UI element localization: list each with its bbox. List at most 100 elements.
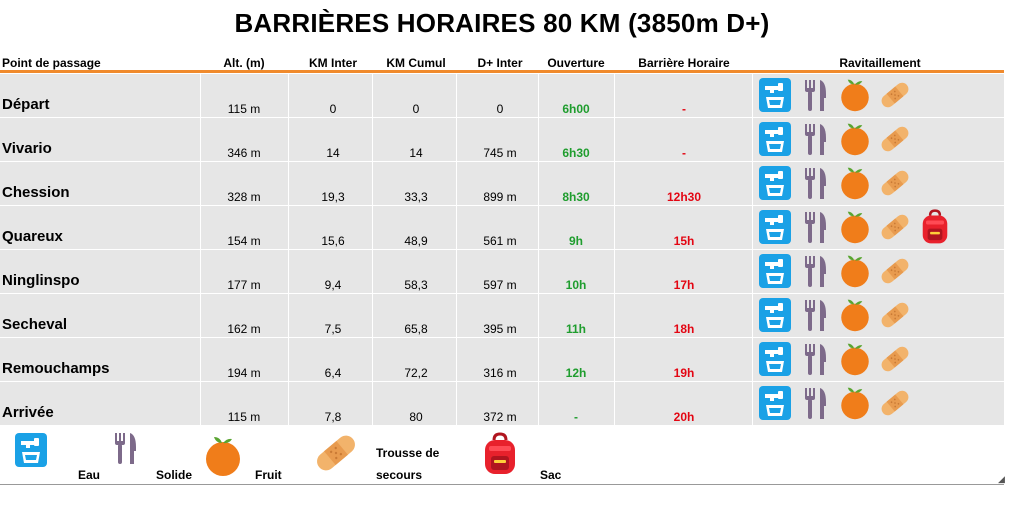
column-divider [0, 74, 201, 117]
ravitaillement-icons [758, 120, 912, 158]
column-divider [0, 74, 615, 117]
column-divider [0, 250, 457, 293]
column-divider [0, 118, 201, 161]
column-divider [0, 294, 201, 337]
cutlery-icon [798, 77, 832, 113]
table-row: Secheval 162 m 7,5 65,8 395 m 11h 18h [0, 294, 1004, 337]
water-tap-icon [14, 432, 48, 468]
bandage-icon [878, 209, 912, 245]
point-name: Départ [2, 96, 50, 113]
point-name: Secheval [2, 316, 68, 333]
header-km-cumul: KM Cumul [386, 56, 446, 70]
water-tap-icon [758, 209, 792, 245]
column-divider [0, 294, 289, 337]
corner-mark: ◢ [998, 474, 1005, 484]
cell-alt: 177 m [227, 278, 261, 292]
column-divider [0, 162, 615, 205]
orange-icon [838, 77, 872, 113]
column-divider [0, 294, 539, 337]
cell-km-inter: 9,4 [324, 278, 342, 292]
header-km-inter: KM Inter [309, 56, 357, 70]
legend: Eau Solide Fruit Trousse de secours Sac [0, 426, 1004, 484]
table-row: Quareux 154 m 15,6 48,9 561 m 9h 15h [0, 206, 1004, 249]
cell-alt: 194 m [227, 366, 261, 380]
column-divider [0, 250, 201, 293]
column-divider [0, 250, 373, 293]
column-divider [0, 338, 373, 381]
table-row: Ninglinspo 177 m 9,4 58,3 597 m 10h 17h [0, 250, 1004, 293]
header-ouverture: Ouverture [547, 56, 605, 70]
cell-d-inter: 899 m [483, 190, 517, 204]
bandage-icon [878, 341, 912, 377]
point-name: Ninglinspo [2, 272, 80, 289]
table-row: Départ 115 m 0 0 0 6h00 - [0, 74, 1004, 117]
column-divider [0, 338, 457, 381]
cell-d-inter: 597 m [483, 278, 517, 292]
cell-barriere: 20h [673, 410, 695, 424]
cell-ouverture: 9h [568, 234, 584, 248]
column-divider [0, 206, 289, 249]
orange-icon [838, 253, 872, 289]
column-divider [0, 382, 539, 425]
water-tap-icon [758, 121, 792, 157]
table-row: Chession 328 m 19,3 33,3 899 m 8h30 12h30 [0, 162, 1004, 205]
cell-alt: 115 m [227, 410, 261, 424]
ravitaillement-icons [758, 252, 912, 290]
cell-barriere: - [682, 102, 686, 116]
column-divider [0, 206, 201, 249]
cutlery-icon [798, 385, 832, 421]
cell-km-inter: 6,4 [324, 366, 342, 380]
legend-trousse-line1: Trousse de [376, 446, 440, 460]
cutlery-icon [798, 209, 832, 245]
page-title: BARRIÈRES HORAIRES 80 KM (3850m D+) [234, 8, 770, 38]
ravitaillement-icons [758, 384, 912, 422]
cell-km-cumul: 48,9 [404, 234, 428, 248]
column-divider [0, 250, 615, 293]
header-point: Point de passage [2, 56, 101, 70]
cell-d-inter: 561 m [483, 234, 517, 248]
bandage-icon [878, 385, 912, 421]
cell-barriere: 19h [673, 366, 695, 380]
column-divider [0, 382, 457, 425]
column-divider [0, 338, 615, 381]
table-row: Vivario 346 m 14 14 745 m 6h30 - [0, 118, 1004, 161]
header-ravitaillement: Ravitaillement [839, 56, 921, 70]
column-divider [0, 162, 201, 205]
cutlery-icon [798, 165, 832, 201]
column-divider [0, 162, 539, 205]
backpack-icon [482, 432, 518, 476]
cell-km-inter: 0 [329, 102, 337, 116]
table-row: Remouchamps 194 m 6,4 72,2 316 m 12h 19h [0, 338, 1004, 381]
column-divider [0, 162, 753, 205]
cell-ouverture: 6h30 [562, 146, 590, 160]
cell-d-inter: 395 m [483, 322, 517, 336]
backpack-icon [918, 209, 952, 245]
column-divider [0, 206, 615, 249]
column-divider [0, 294, 753, 337]
header-alt: Alt. (m) [223, 56, 265, 70]
water-tap-icon [758, 77, 792, 113]
column-divider [0, 206, 373, 249]
column-divider [0, 382, 201, 425]
legend-solide: Solide [156, 468, 193, 482]
cell-km-cumul: 14 [409, 146, 423, 160]
orange-icon [838, 209, 872, 245]
cutlery-icon [798, 341, 832, 377]
column-divider [0, 118, 373, 161]
cell-alt: 115 m [227, 102, 261, 116]
orange-icon [838, 341, 872, 377]
column-divider [0, 250, 753, 293]
water-tap-icon [758, 341, 792, 377]
column-divider [0, 162, 373, 205]
column-divider [0, 118, 289, 161]
column-divider [0, 206, 539, 249]
orange-icon [202, 434, 244, 478]
table-row: Arrivée 115 m 7,8 80 372 m - 20h [0, 382, 1004, 425]
column-divider [0, 206, 457, 249]
column-divider [0, 118, 753, 161]
water-tap-icon [758, 385, 792, 421]
column-divider [0, 74, 289, 117]
column-divider [0, 250, 289, 293]
cutlery-icon [798, 297, 832, 333]
bandage-icon [878, 253, 912, 289]
